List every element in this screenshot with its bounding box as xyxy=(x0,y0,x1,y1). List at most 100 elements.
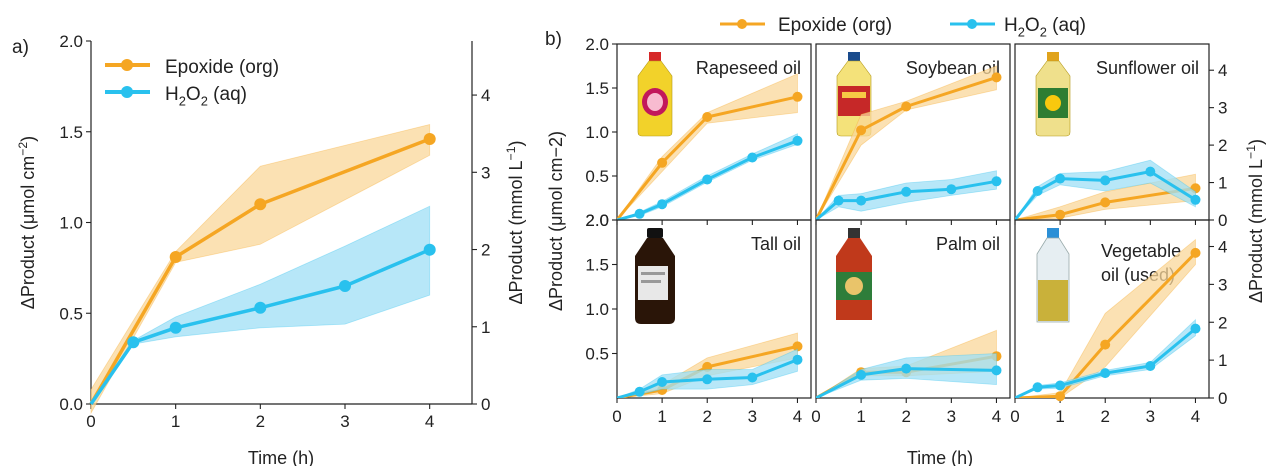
data-point xyxy=(833,195,844,206)
panel-b-ylabel-right: ΔProduct (mmol L−1) xyxy=(1244,139,1266,303)
left-tick-label: 1.5 xyxy=(585,256,609,275)
x-tick-label: 3 xyxy=(947,407,956,426)
label-band xyxy=(842,92,866,98)
left-tick-label: 1.5 xyxy=(585,79,609,98)
right-tick-label: 1 xyxy=(1218,351,1227,370)
left-tick-label: 0.5 xyxy=(585,345,609,364)
bottle-cap xyxy=(1047,52,1059,61)
bottle-cap xyxy=(1047,228,1059,238)
panel-b-letter: b) xyxy=(545,29,562,50)
label-sunflower xyxy=(1045,95,1061,111)
series-line xyxy=(1015,186,1196,220)
data-point xyxy=(339,280,351,292)
data-point xyxy=(169,321,182,334)
label-line xyxy=(641,272,665,275)
bottle-cap xyxy=(649,52,661,61)
subplot-soybean-oil: Soybean oil xyxy=(815,43,1011,225)
data-point xyxy=(1032,186,1043,196)
series-band xyxy=(816,353,997,398)
x-tick-label: 4 xyxy=(793,407,802,426)
subplot-rapeseed-oil: Rapeseed oil 0.5 1.0 1.5 2.0 2.0 xyxy=(585,35,812,230)
right-tick-label: 2 xyxy=(1218,313,1227,332)
subplot-frame xyxy=(815,219,1011,399)
legend-a-h2o2-label: H2O2 (aq) xyxy=(165,84,247,108)
data-point xyxy=(634,208,645,219)
panel-a-letter: a) xyxy=(12,37,29,58)
data-point xyxy=(991,365,1002,376)
panel-a-ylabel-right: ΔProduct (mmol L−1) xyxy=(504,140,526,304)
x-tick-label: 0 xyxy=(1010,407,1019,426)
data-point xyxy=(1100,339,1111,350)
bottle-cap xyxy=(647,228,663,238)
data-point xyxy=(1190,323,1201,334)
x-tick-label: 4 xyxy=(992,407,1001,426)
x-tick-label: 1 xyxy=(657,407,666,426)
panel-b-ylabel-right-part: −1 xyxy=(1244,145,1258,159)
data-point xyxy=(1145,361,1156,371)
legend-a-epoxide-marker xyxy=(121,59,133,71)
data-point xyxy=(657,157,668,168)
panel-a-x-tick-label: 4 xyxy=(425,412,434,431)
subplot-title: Tall oil xyxy=(751,234,801,254)
data-point xyxy=(1190,194,1201,205)
left-tick-label: 1.0 xyxy=(585,123,609,142)
data-point xyxy=(792,135,803,146)
panel-a-ylabel-left-part: −2 xyxy=(16,142,30,156)
label-emblem xyxy=(647,93,663,111)
data-point xyxy=(423,133,436,145)
x-tick-label: 3 xyxy=(1146,407,1155,426)
subplot-title-line: Vegetable xyxy=(1101,241,1181,261)
subplot-title: Rapeseed oil xyxy=(696,58,801,78)
data-point xyxy=(169,251,182,263)
data-point xyxy=(991,72,1002,83)
data-point xyxy=(1055,173,1066,184)
panel-a-ylabel-left-part: ΔProduct (μmol cm xyxy=(18,156,38,309)
label-emblem xyxy=(845,277,863,295)
left-tick-label: 2.0 xyxy=(585,211,609,230)
series-line xyxy=(1015,170,1197,220)
legend-a-h2o2-marker xyxy=(121,86,133,98)
data-point xyxy=(792,91,803,102)
data-point xyxy=(747,152,758,163)
panel-a-left-tick-label: 1.0 xyxy=(59,214,83,233)
panel-a-x-tick-label: 3 xyxy=(340,412,349,431)
panel-b-ylabel-left: ΔProduct (μmol cm−2) xyxy=(546,131,566,311)
subplot-palm-oil: Palm oil 0 1 2 3 4 xyxy=(811,219,1011,426)
x-tick-label: 4 xyxy=(1191,407,1200,426)
data-point xyxy=(856,125,867,136)
legend-a-h2o2-label-part: 2 xyxy=(179,93,186,108)
data-point xyxy=(657,199,668,210)
x-tick-label: 0 xyxy=(612,407,621,426)
subplot-sunflower-oil: Sunflower oil 0 1 2 3 4 xyxy=(1014,43,1227,230)
legend-b-h2o2-label-part: 2 xyxy=(1018,24,1025,39)
right-tick-label: 0 xyxy=(1218,389,1227,408)
panel-a-x-tick-label: 2 xyxy=(256,412,265,431)
data-point xyxy=(702,361,713,372)
bottle-cap xyxy=(848,228,860,238)
data-point xyxy=(127,336,140,349)
x-tick-label: 2 xyxy=(702,407,711,426)
legend-a-h2o2-label-part: O xyxy=(186,84,201,105)
data-point xyxy=(946,184,957,195)
data-point xyxy=(901,186,912,197)
data-point xyxy=(856,369,867,380)
data-point xyxy=(1055,380,1066,391)
panel-a-x-tick-label: 1 xyxy=(171,412,180,431)
panel-a-right-tick-label: 0 xyxy=(481,395,490,414)
panel-a-xlabel: Time (h) xyxy=(248,448,314,466)
legend-b-epoxide-marker xyxy=(737,19,747,29)
dark-bottle-photo xyxy=(635,228,675,324)
data-point xyxy=(1100,175,1111,186)
x-tick-label: 2 xyxy=(901,407,910,426)
panel-a-left-tick-label: 1.5 xyxy=(59,123,83,142)
data-point xyxy=(792,354,803,365)
data-point xyxy=(792,341,803,352)
right-tick-label: 3 xyxy=(1218,275,1227,294)
right-tick-label: 1 xyxy=(1218,174,1227,193)
panel-b: Rapeseed oil 0.5 1.0 1.5 2.0 2.0 Soybean oil Su… xyxy=(545,15,1266,466)
panel-b-ylabel-right-part: ΔProduct (mmol L xyxy=(1246,159,1266,303)
data-point xyxy=(254,301,267,314)
series-line xyxy=(89,137,431,405)
